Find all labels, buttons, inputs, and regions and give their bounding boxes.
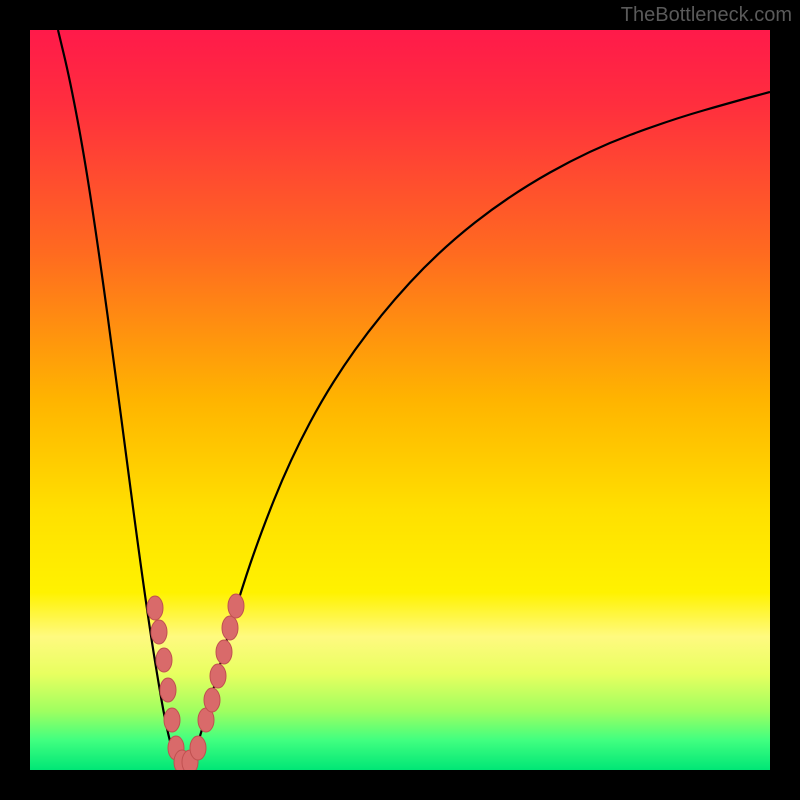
data-marker	[147, 596, 163, 620]
curve-layer	[30, 30, 770, 770]
data-marker	[190, 736, 206, 760]
data-marker	[216, 640, 232, 664]
data-marker	[210, 664, 226, 688]
marker-group	[147, 594, 244, 770]
right-curve	[188, 92, 770, 766]
data-marker	[160, 678, 176, 702]
data-marker	[151, 620, 167, 644]
data-marker	[204, 688, 220, 712]
data-marker	[156, 648, 172, 672]
chart-container: TheBottleneck.com	[0, 0, 800, 800]
watermark: TheBottleneck.com	[621, 4, 792, 27]
data-marker	[222, 616, 238, 640]
data-marker	[228, 594, 244, 618]
plot-area	[30, 30, 770, 770]
data-marker	[164, 708, 180, 732]
